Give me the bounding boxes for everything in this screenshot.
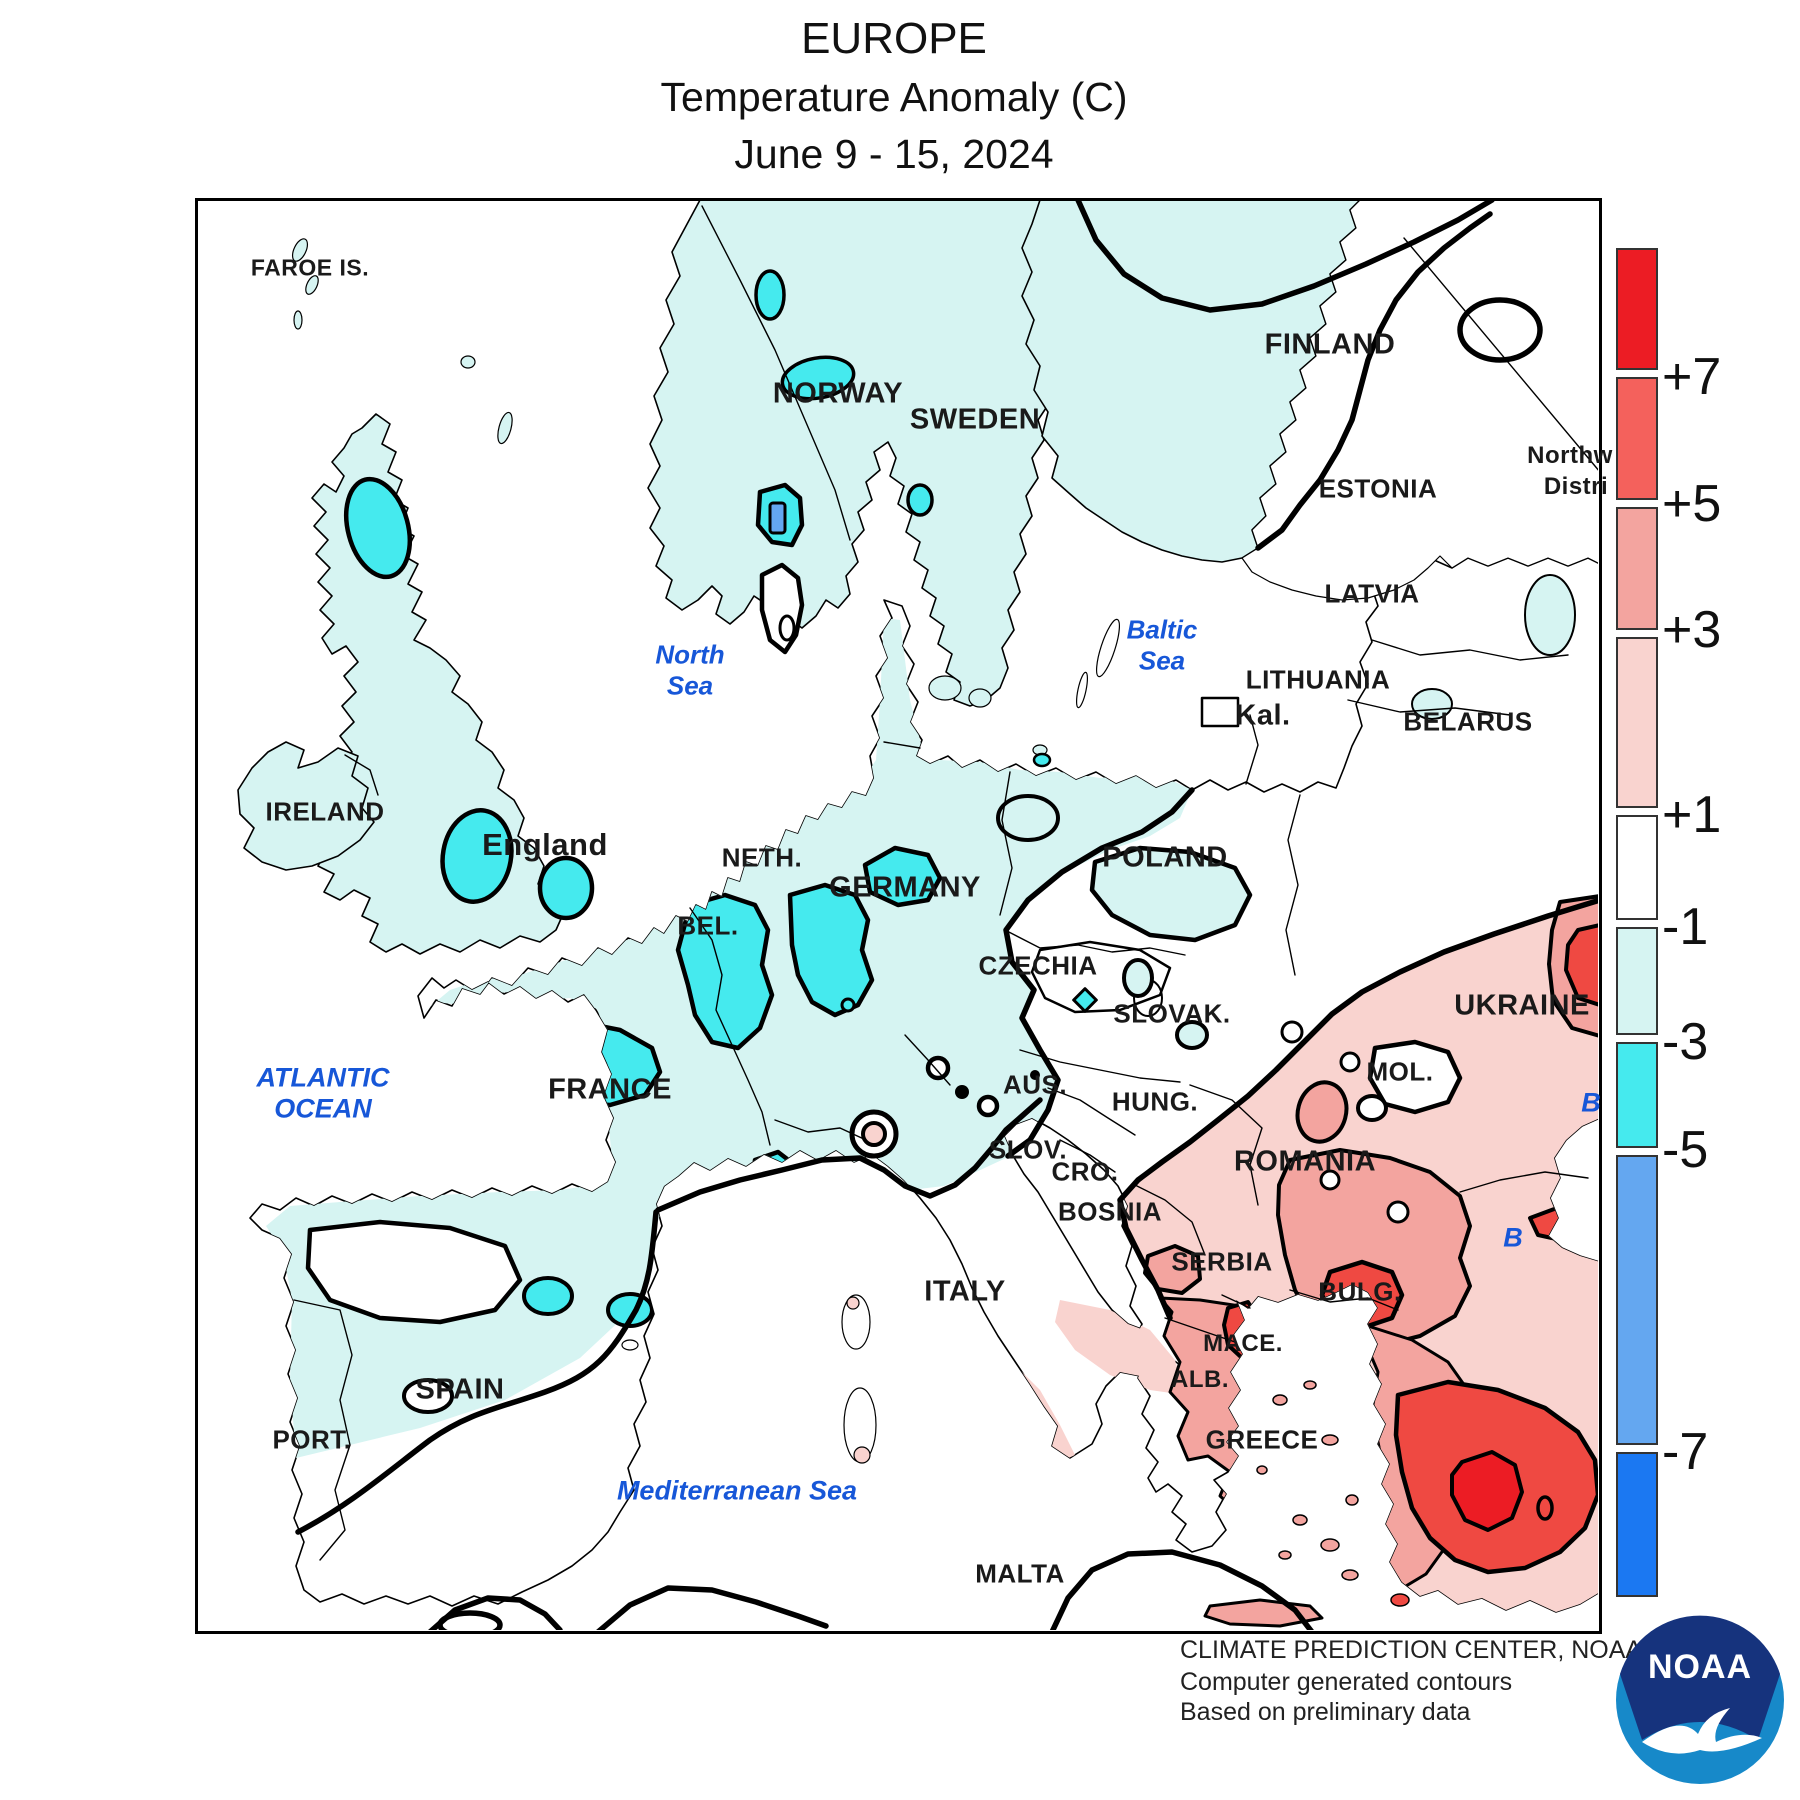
legend-swatch-plus1-plus3 (1616, 637, 1658, 808)
cold-cores (344, 269, 1052, 921)
legend-tick-5: +5 (1662, 475, 1722, 533)
subtitle-variable: Temperature Anomaly (C) (660, 74, 1128, 120)
scandinavia-landmass (647, 201, 1081, 707)
footer-datanote: Based on preliminary data (1180, 1698, 1471, 1726)
legend-swatch-above-plus7 (1616, 248, 1658, 370)
subtitle-daterange: June 9 - 15, 2024 (734, 131, 1054, 177)
small-islands (291, 238, 1121, 1464)
legend-tick-1: -1 (1662, 898, 1709, 956)
legend-tick-3: -3 (1662, 1013, 1709, 1071)
footer-method: Computer generated contours (1180, 1668, 1513, 1696)
alps-warm-bullseye (849, 1055, 1040, 1159)
noaa-logo: NOAA (1616, 1615, 1784, 1784)
legend-tick-5: -5 (1662, 1121, 1709, 1179)
legend-tick-7: +7 (1662, 348, 1722, 406)
legend-swatch-minus3-minus1 (1616, 927, 1658, 1035)
legend-swatch-below-minus7 (1616, 1452, 1658, 1597)
legend-swatch-plus5-plus7 (1616, 377, 1658, 500)
map-frame (195, 198, 1602, 1634)
legend-tick-1: +1 (1662, 786, 1722, 844)
noaa-logo-text: NOAA (1648, 1648, 1752, 1686)
page-title: EUROPE (801, 14, 987, 63)
legend-swatch-minus1-plus1 (1616, 815, 1658, 920)
legend-tick-3: +3 (1662, 601, 1722, 659)
thick-contours (295, 201, 1598, 1630)
legend-swatch-minus5-minus3 (1616, 1042, 1658, 1148)
ireland-landmass (237, 741, 375, 871)
legend-tick-7: -7 (1662, 1423, 1709, 1481)
footer-agency: CLIMATE PREDICTION CENTER, NOAA (1180, 1636, 1643, 1664)
country-borders (293, 205, 1598, 1561)
legend-swatch-minus7-minus5 (1616, 1155, 1658, 1445)
legend-swatch-plus3-plus5 (1616, 507, 1658, 630)
